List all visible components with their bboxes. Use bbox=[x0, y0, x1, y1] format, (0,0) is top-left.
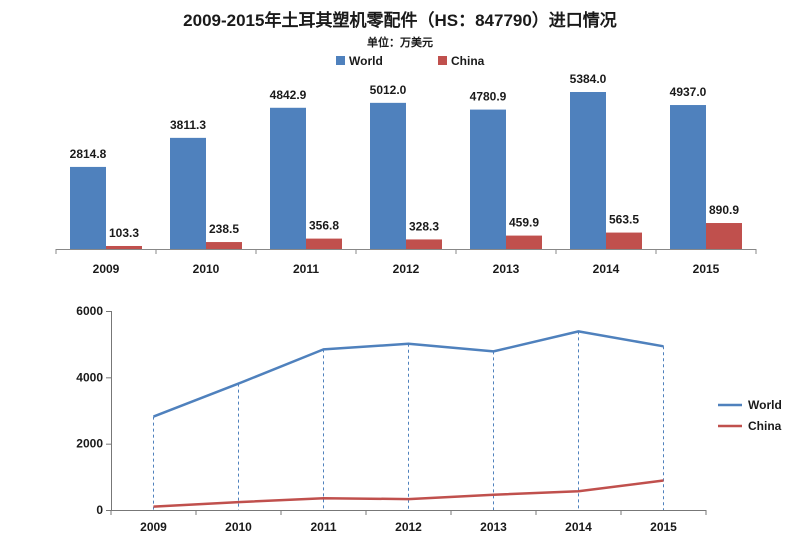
bar-value-label: 328.3 bbox=[409, 219, 439, 233]
bar-world bbox=[570, 92, 606, 249]
bar-value-label: 5012.0 bbox=[370, 83, 407, 97]
line-legend-label: World bbox=[748, 398, 782, 412]
line-x-tick-label: 2015 bbox=[650, 520, 677, 534]
line-x-tick-label: 2012 bbox=[395, 520, 422, 534]
bar-world bbox=[70, 166, 106, 249]
unit-label: 单位：万美元 bbox=[367, 37, 433, 49]
line-x-tick-label: 2014 bbox=[565, 520, 592, 534]
bar-china bbox=[706, 223, 742, 249]
line-series-world bbox=[153, 330, 664, 418]
bar-china bbox=[606, 232, 642, 249]
bar-value-label: 5384.0 bbox=[570, 72, 607, 86]
bar-value-label: 890.9 bbox=[709, 203, 739, 217]
bar-china bbox=[306, 238, 342, 249]
bar-value-label: 2814.8 bbox=[70, 147, 107, 161]
bar-china bbox=[206, 242, 242, 249]
bar-china bbox=[106, 245, 142, 249]
line-x-tick-label: 2009 bbox=[140, 520, 167, 534]
bar-value-label: 4842.9 bbox=[270, 88, 307, 102]
bar-world bbox=[370, 102, 406, 250]
bar-value-label: 3811.3 bbox=[170, 118, 206, 132]
bar-category-label: 2012 bbox=[393, 262, 420, 276]
bar-value-label: 459.9 bbox=[509, 216, 539, 230]
bar-value-label: 4937.0 bbox=[670, 85, 707, 99]
bar-value-label: 4780.9 bbox=[470, 90, 507, 104]
bar-legend-swatch bbox=[438, 56, 447, 65]
bar-legend-swatch bbox=[336, 56, 345, 65]
bar-category-label: 2009 bbox=[93, 262, 120, 276]
line-x-tick-label: 2011 bbox=[310, 520, 336, 534]
bar-legend-label: China bbox=[451, 54, 485, 68]
bar-china bbox=[406, 239, 442, 249]
line-y-tick-label: 0 bbox=[96, 503, 103, 517]
bar-category-label: 2014 bbox=[593, 262, 620, 276]
bar-world bbox=[270, 107, 306, 249]
line-y-tick-label: 2000 bbox=[76, 437, 103, 451]
bar-china bbox=[506, 235, 542, 249]
bar-category-label: 2015 bbox=[693, 262, 720, 276]
line-legend-label: China bbox=[748, 419, 782, 433]
bar-world bbox=[470, 109, 506, 249]
bar-value-label: 103.3 bbox=[109, 226, 139, 240]
bar-category-label: 2010 bbox=[193, 262, 220, 276]
bar-value-label: 563.5 bbox=[609, 213, 639, 227]
line-series-china bbox=[153, 479, 664, 508]
bar-category-label: 2011 bbox=[293, 262, 319, 276]
line-x-tick-label: 2013 bbox=[480, 520, 507, 534]
line-y-tick-label: 4000 bbox=[76, 370, 103, 384]
bar-world bbox=[170, 137, 206, 249]
bar-legend-label: World bbox=[349, 54, 383, 68]
line-y-tick-label: 6000 bbox=[76, 304, 103, 318]
bar-value-label: 356.8 bbox=[309, 219, 339, 233]
bar-world bbox=[670, 105, 706, 249]
bar-category-label: 2013 bbox=[493, 262, 520, 276]
chart-title: 2009-2015年土耳其塑机零配件（HS：847790）进口情况 bbox=[183, 11, 617, 30]
line-x-tick-label: 2010 bbox=[225, 520, 252, 534]
bar-value-label: 238.5 bbox=[209, 222, 239, 236]
